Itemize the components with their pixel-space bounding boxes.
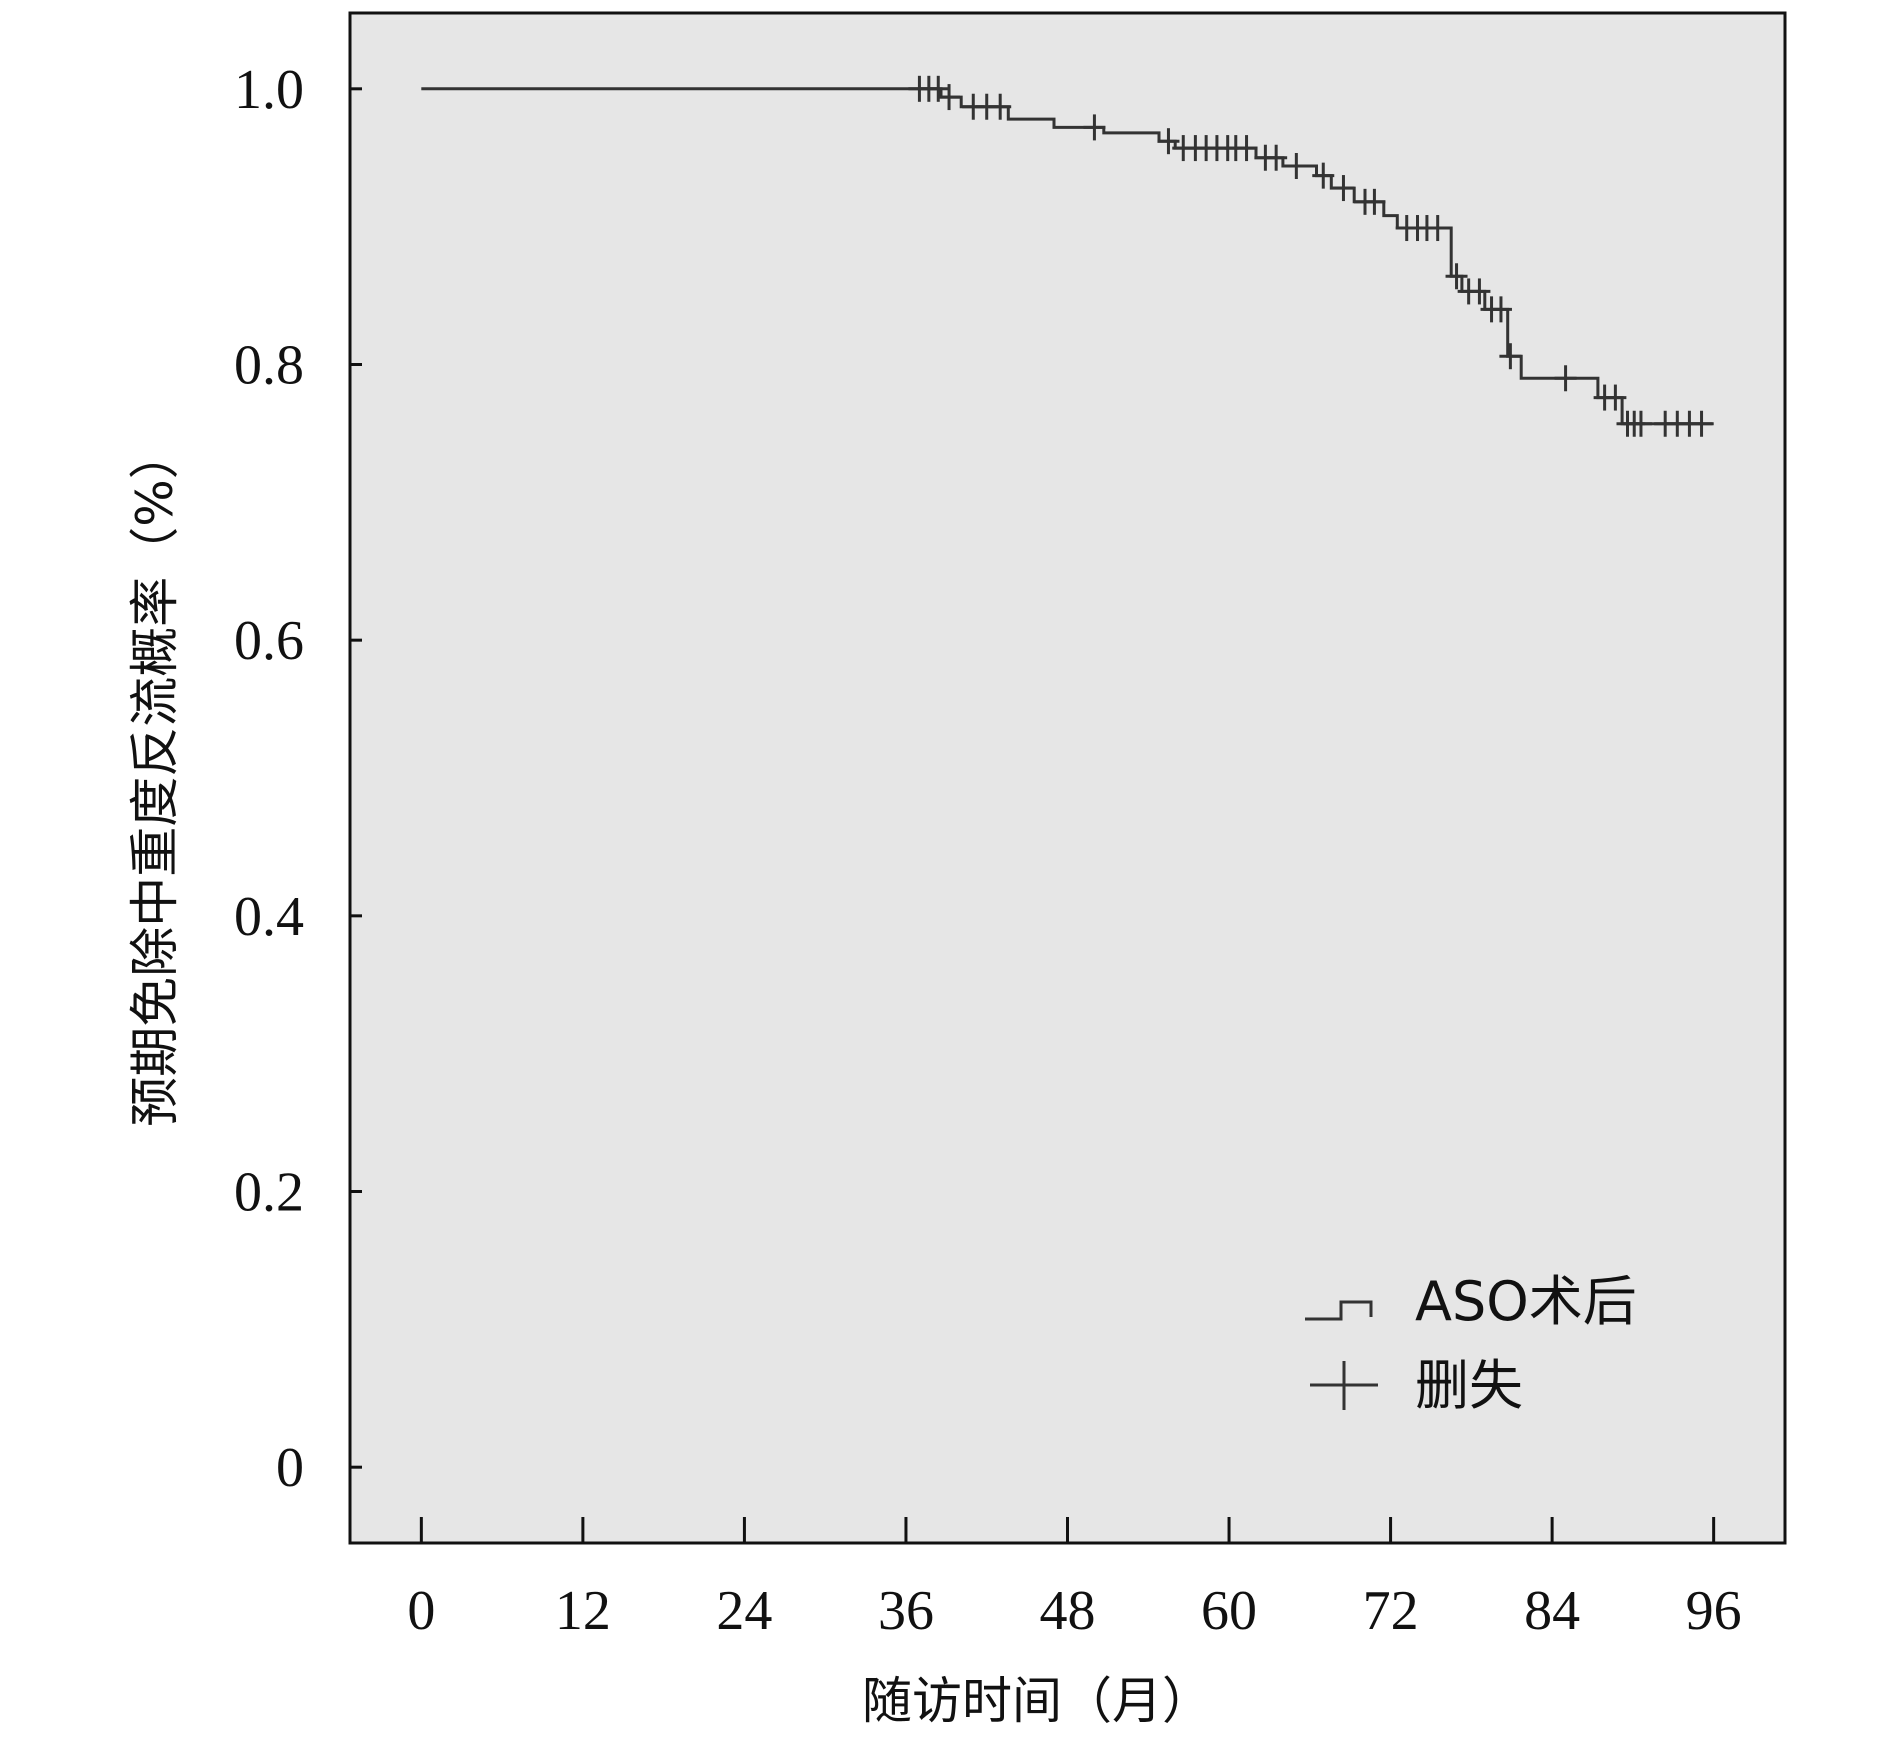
y-tick-label: 1.0 [234,59,304,121]
y-axis-ticks: 0 0.2 0.4 0.6 0.8 1.0 [234,59,362,1499]
censor-mark [1554,365,1577,392]
x-tick-label: 48 [1040,1580,1096,1642]
censor-mark [1489,296,1512,323]
y-tick-label: 0.8 [234,334,304,396]
censor-mark [1445,263,1468,290]
censor-mark [1157,128,1180,155]
x-axis-title: 随访时间（月） [862,1672,1212,1730]
x-tick-label: 96 [1686,1580,1742,1642]
x-tick-label: 36 [878,1580,934,1642]
plot-frame [348,11,1787,1545]
censor-mark [1235,135,1258,162]
legend: ASO术后 删失 [1305,1270,1637,1417]
censor-mark [1468,278,1491,305]
plot-background [350,13,1785,1543]
y-axis-title: 预期免除中重度反流概率（%） [126,429,184,1127]
censor-mark [1363,188,1386,215]
censor-mark [1426,215,1449,242]
y-tick-label: 0.2 [234,1162,304,1224]
x-tick-label: 0 [407,1580,435,1642]
censor-mark [1285,153,1308,179]
x-tick-label: 84 [1524,1580,1580,1642]
legend-label-series: ASO术后 [1415,1270,1637,1333]
censor-mark [1083,114,1106,141]
y-tick-label: 0 [276,1437,304,1499]
censor-mark [1629,410,1652,437]
censor-mark [1265,144,1288,171]
censor-mark [1690,410,1713,437]
series-layer [421,75,1714,437]
censor-mark [1499,343,1522,370]
censor-mark [1604,384,1627,411]
x-tick-label: 12 [555,1580,611,1642]
x-tick-label: 60 [1201,1580,1257,1642]
x-tick-label: 24 [716,1580,772,1642]
x-axis-ticks: 0 12 24 36 48 60 72 84 96 [407,1517,1742,1642]
survival-curve [421,87,1714,426]
x-tick-label: 72 [1363,1580,1419,1642]
censor-mark [1332,175,1355,202]
censor-mark [938,84,961,111]
censor-mark [1312,162,1335,189]
legend-cross-symbol [1310,1361,1378,1410]
legend-label-censored: 删失 [1415,1354,1523,1417]
y-tick-label: 0.4 [234,886,304,948]
censor-mark [989,93,1012,120]
legend-step-symbol [1305,1300,1373,1321]
y-tick-label: 0.6 [234,610,304,672]
